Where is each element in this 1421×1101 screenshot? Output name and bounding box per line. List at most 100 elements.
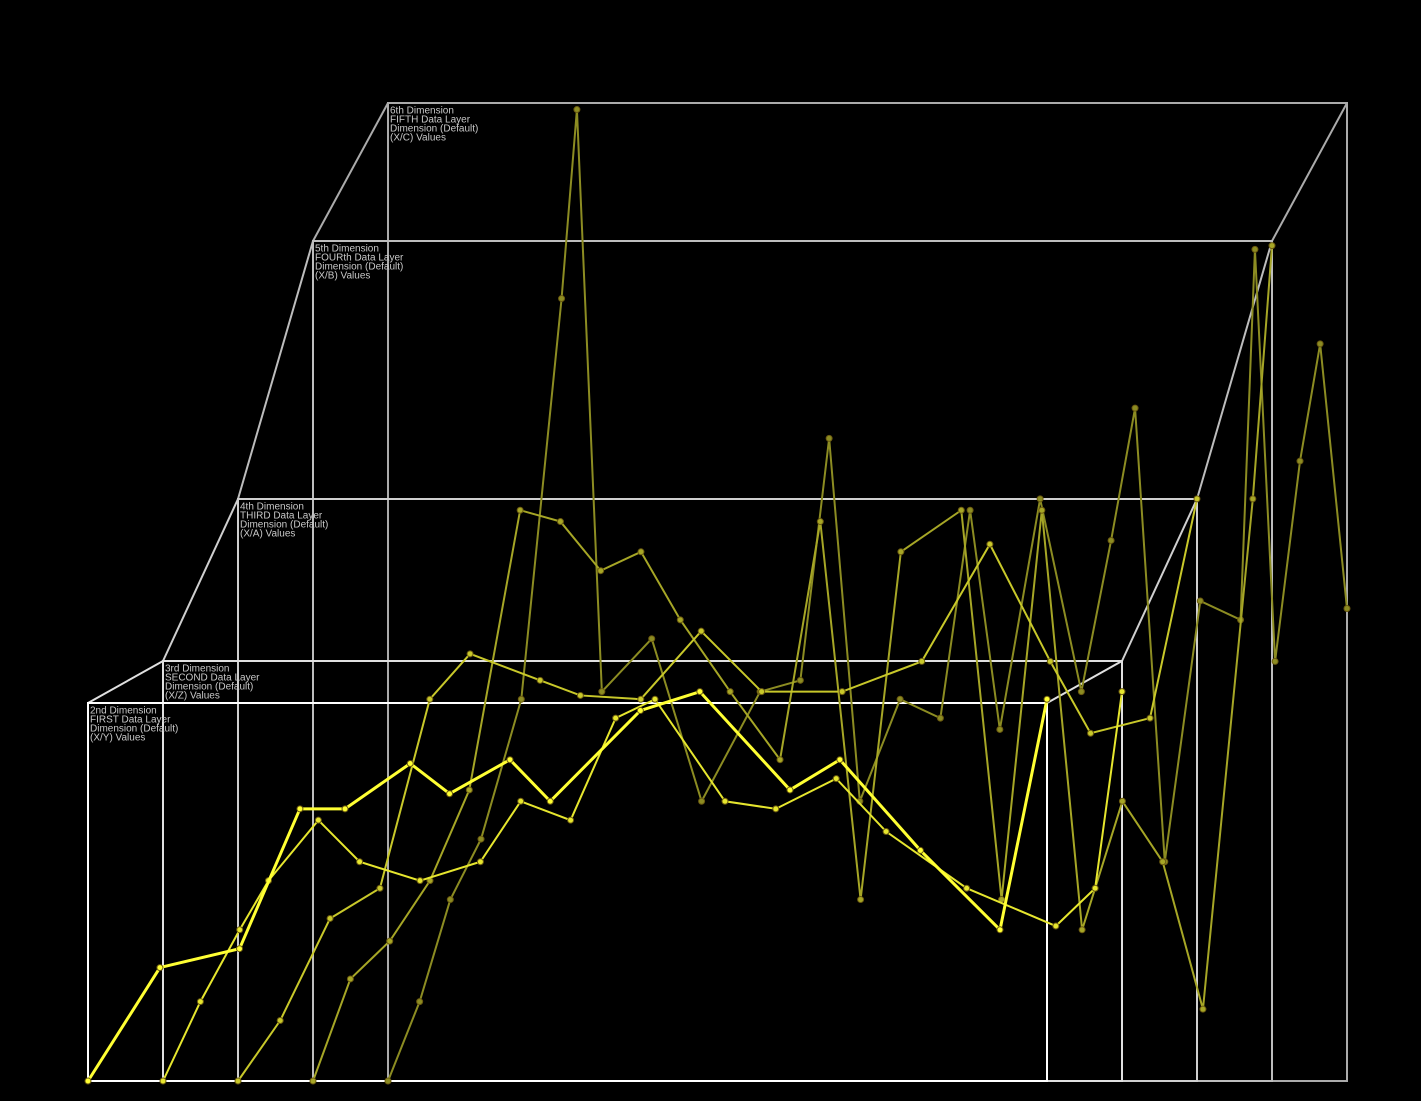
data-point: [1043, 695, 1051, 703]
data-point: [1077, 688, 1085, 696]
data-point: [986, 540, 994, 548]
data-point: [838, 688, 846, 696]
data-point: [957, 506, 965, 514]
data-point: [1118, 797, 1126, 805]
data-point: [772, 805, 780, 813]
data-point: [816, 518, 824, 526]
data-point: [897, 548, 905, 556]
data-point: [696, 688, 704, 696]
data-point: [1052, 922, 1060, 930]
layer-label: (X/Z) Values: [165, 691, 220, 702]
data-point: [376, 884, 384, 892]
data-point: [477, 835, 485, 843]
layer-label: (X/A) Values: [240, 529, 295, 540]
data-point: [996, 725, 1004, 733]
data-point: [296, 805, 304, 813]
layer-label: (X/C) Values: [390, 133, 446, 144]
data-point: [721, 797, 729, 805]
data-point: [196, 998, 204, 1006]
data-point: [963, 884, 971, 892]
data-point: [276, 1017, 284, 1025]
data-point: [1196, 597, 1204, 605]
data-point: [506, 756, 514, 764]
data-point: [637, 548, 645, 556]
data-point: [825, 434, 833, 442]
data-point: [916, 846, 924, 854]
data-point: [556, 518, 564, 526]
data-point: [426, 695, 434, 703]
data-point: [1036, 495, 1044, 503]
data-point: [156, 964, 164, 972]
data-point: [236, 945, 244, 953]
layer-label: (X/Y) Values: [90, 733, 145, 744]
data-point: [936, 714, 944, 722]
data-point: [1131, 404, 1139, 412]
layer-label: 4th Dimension: [240, 502, 304, 513]
data-point: [516, 506, 524, 514]
data-point: [567, 816, 575, 824]
data-point: [1271, 657, 1279, 665]
data-point: [309, 1077, 317, 1085]
data-point: [416, 877, 424, 885]
layer-label: FIFTH Data Layer: [390, 115, 471, 126]
data-point: [314, 816, 322, 824]
data-point: [676, 616, 684, 624]
data-point: [1199, 1005, 1207, 1013]
data-point: [786, 786, 794, 794]
data-point: [558, 295, 566, 303]
data-point: [1087, 729, 1095, 737]
layer-label: 2nd Dimension: [90, 706, 157, 717]
data-point: [341, 805, 349, 813]
data-point: [1159, 858, 1167, 866]
data-point: [726, 688, 734, 696]
data-point: [651, 695, 659, 703]
data-point: [576, 691, 584, 699]
data-point: [1118, 688, 1126, 696]
data-point: [326, 914, 334, 922]
data-point: [465, 786, 473, 794]
data-point: [698, 797, 706, 805]
data-point: [648, 635, 656, 643]
data-point: [966, 506, 974, 514]
data-point: [882, 828, 890, 836]
data-point: [758, 688, 766, 696]
layer-label: Dimension (Default): [240, 520, 328, 531]
data-point: [236, 926, 244, 934]
data-point: [476, 858, 484, 866]
data-point: [406, 759, 414, 767]
data-point: [776, 756, 784, 764]
data-point: [1046, 657, 1054, 665]
data-point: [446, 790, 454, 798]
data-line: [312, 245, 1273, 1082]
connector: [312, 102, 389, 242]
layer-box: [87, 702, 1048, 1082]
data-point: [1078, 926, 1086, 934]
data-point: [446, 896, 454, 904]
data-point: [416, 998, 424, 1006]
data-point: [466, 650, 474, 658]
data-point: [346, 975, 354, 983]
data-point: [356, 858, 364, 866]
data-point: [918, 657, 926, 665]
data-point: [84, 1077, 92, 1085]
layer-label: SECOND Data Layer: [165, 673, 260, 684]
data-point: [1268, 242, 1276, 250]
data-point: [637, 695, 645, 703]
layer-label: Dimension (Default): [390, 124, 478, 135]
data-point: [598, 688, 606, 696]
data-point: [1251, 245, 1259, 253]
data-point: [612, 714, 620, 722]
data-point: [857, 896, 865, 904]
connector: [1196, 240, 1273, 500]
data-point: [1316, 340, 1324, 348]
data-point: [517, 797, 525, 805]
data-point: [517, 695, 525, 703]
data-point: [1296, 457, 1304, 465]
data-point: [386, 937, 394, 945]
data-point: [597, 567, 605, 575]
layer-label: FOURth Data Layer: [315, 253, 404, 264]
data-point: [234, 1077, 242, 1085]
layer-label: THIRD Data Layer: [240, 511, 323, 522]
